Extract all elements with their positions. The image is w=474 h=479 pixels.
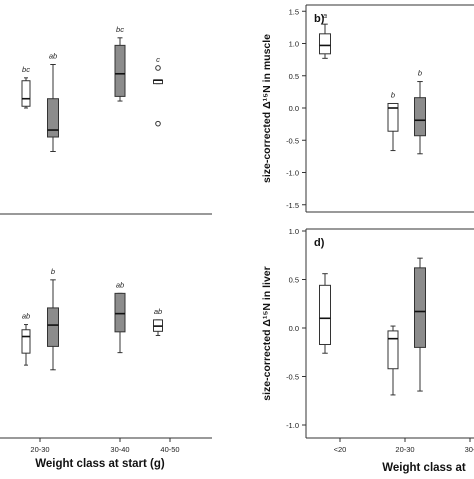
outlier-point xyxy=(155,65,161,71)
y-axis-label: size-corrected Δ¹⁵N in liver xyxy=(261,266,273,400)
outlier-point xyxy=(155,120,161,127)
significance-letter: bc xyxy=(116,25,124,34)
y-tick-label: -1.0 xyxy=(286,421,299,430)
y-tick-label: 1.0 xyxy=(289,227,299,236)
y-tick-label: -0.5 xyxy=(286,373,299,382)
significance-letter: b xyxy=(51,267,55,276)
box-gray xyxy=(114,292,126,333)
x-tick-label: 20-30 xyxy=(30,445,49,454)
x-tick-label: 30-40 xyxy=(110,445,129,454)
significance-letter: b xyxy=(418,69,422,78)
y-tick-label: 0.5 xyxy=(289,72,299,81)
box-gray xyxy=(114,44,126,97)
box-white xyxy=(319,33,331,55)
y-tick-label: 1.0 xyxy=(289,40,299,49)
x-tick-label: 20-30 xyxy=(395,445,414,454)
box-white xyxy=(21,329,31,354)
significance-letter: c xyxy=(156,55,160,64)
significance-letter: bc xyxy=(22,65,30,74)
significance-letter: ab xyxy=(116,280,124,289)
x-axis-label: Weight class at start (g) xyxy=(35,458,165,470)
y-tick-label: 0.0 xyxy=(289,104,299,113)
significance-letter: ab xyxy=(154,307,162,316)
y-tick-label: -1.5 xyxy=(286,201,299,210)
box-white xyxy=(21,80,31,107)
box-white xyxy=(319,284,331,345)
box-gray xyxy=(414,267,426,348)
box-gray xyxy=(47,307,59,347)
box-gray xyxy=(47,98,59,138)
x-tick-label: <20 xyxy=(334,445,347,454)
y-tick-label: 0.0 xyxy=(289,324,299,333)
y-axis-label: size-corrected Δ¹⁵N in muscle xyxy=(261,34,273,183)
box-white xyxy=(387,102,399,132)
x-tick-label: 30- xyxy=(465,445,474,454)
significance-letter: ab xyxy=(22,312,30,321)
panel-label: b) xyxy=(314,13,325,25)
panel-label: d) xyxy=(314,237,325,249)
significance-letter: b xyxy=(391,90,395,99)
y-tick-label: 1.5 xyxy=(289,7,299,16)
x-axis-label: Weight class at xyxy=(382,462,466,474)
significance-letter: ab xyxy=(49,52,57,61)
box-gray xyxy=(414,97,426,137)
y-tick-label: -0.5 xyxy=(286,136,299,145)
y-tick-label: -1.0 xyxy=(286,169,299,178)
y-tick-label: 0.5 xyxy=(289,276,299,285)
significance-letter: a xyxy=(323,11,327,20)
box-white xyxy=(387,330,399,370)
x-tick-label: 40-50 xyxy=(160,445,179,454)
